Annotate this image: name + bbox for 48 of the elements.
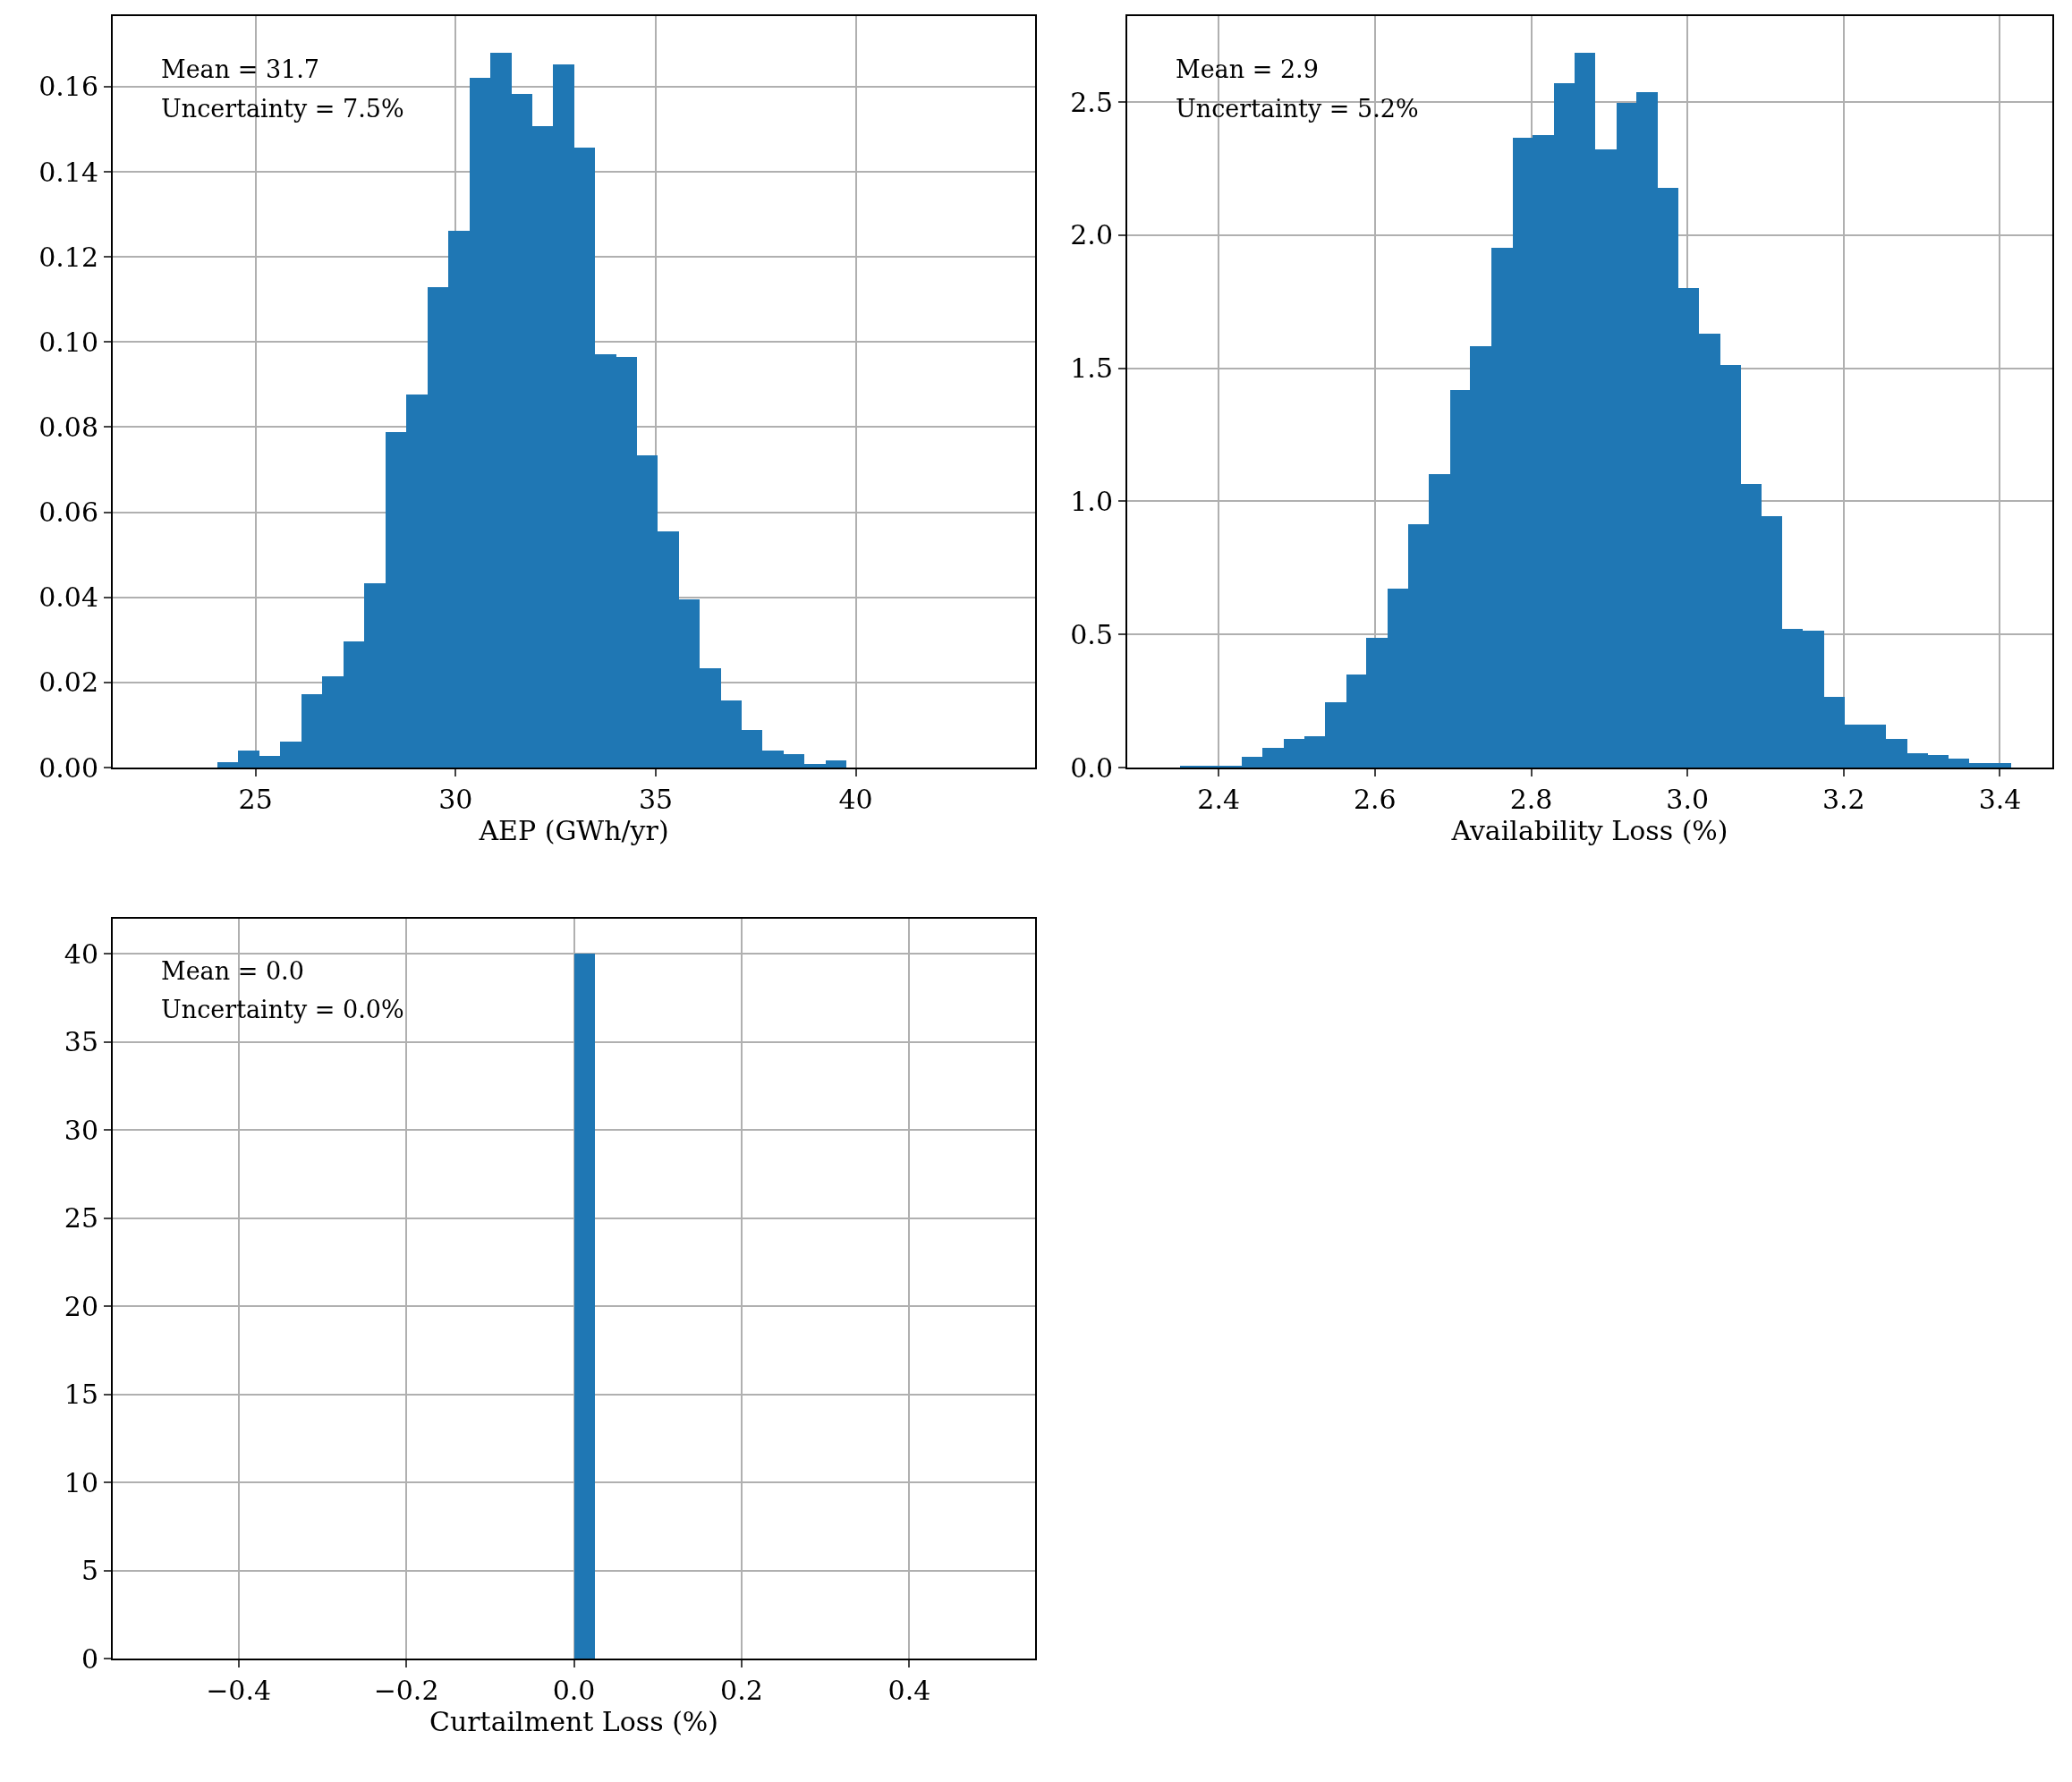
y-tick-label: 10	[64, 1466, 98, 1498]
y-tick-label: 25	[64, 1202, 98, 1235]
y-tick-label: 40	[64, 938, 98, 970]
annotation: Mean = 2.9	[1176, 55, 1319, 83]
x-tick-label: 0.2	[720, 1675, 763, 1706]
x-tick-label: −0.2	[373, 1675, 439, 1706]
x-tick-label: −0.4	[206, 1675, 272, 1706]
y-tick-label: 0.02	[38, 666, 98, 699]
y-tick-label: 35	[64, 1026, 98, 1058]
y-tick-label: 20	[64, 1290, 98, 1322]
y-tick-label: 0.16	[38, 71, 98, 103]
y-tick-label: 0.00	[38, 751, 98, 784]
y-tick-label: 0.0	[1070, 751, 1113, 784]
x-tick-label: 30	[438, 784, 473, 815]
x-axis-title: AEP (GWh/yr)	[478, 815, 669, 846]
x-tick-label: 3.2	[1821, 784, 1865, 815]
x-axis-title: Availability Loss (%)	[1450, 815, 1728, 846]
y-tick-label: 0.10	[38, 326, 98, 358]
y-tick-label: 0	[81, 1642, 98, 1675]
x-tick-label: 35	[638, 784, 674, 815]
annotation: Uncertainty = 0.0%	[161, 996, 404, 1023]
y-tick-label: 0.5	[1070, 618, 1113, 650]
y-tick-label: 30	[64, 1114, 98, 1146]
y-tick-label: 0.08	[38, 411, 98, 443]
x-tick-label: 0.0	[552, 1675, 596, 1706]
annotation: Mean = 31.7	[161, 55, 320, 83]
y-tick-label: 0.04	[38, 581, 98, 614]
x-axis-title: Curtailment Loss (%)	[429, 1706, 719, 1737]
y-tick-label: 0.12	[38, 241, 98, 273]
x-tick-label: 40	[838, 784, 873, 815]
y-tick-label: 5	[81, 1555, 98, 1587]
y-tick-label: 2.0	[1070, 219, 1113, 251]
annotation: Uncertainty = 5.2%	[1176, 95, 1419, 123]
x-tick-label: 3.4	[1978, 784, 2022, 815]
x-tick-label: 3.0	[1666, 784, 1710, 815]
y-tick-label: 0.14	[38, 156, 98, 188]
x-tick-label: 25	[238, 784, 273, 815]
y-tick-label: 1.5	[1070, 352, 1113, 385]
y-tick-label: 15	[64, 1379, 98, 1411]
x-tick-label: 0.4	[887, 1675, 931, 1706]
annotation: Uncertainty = 7.5%	[161, 95, 404, 123]
y-tick-label: 1.0	[1070, 485, 1113, 517]
annotation: Mean = 0.0	[161, 957, 304, 985]
y-tick-label: 2.5	[1070, 86, 1113, 118]
x-tick-label: 2.6	[1353, 784, 1397, 815]
y-tick-label: 0.06	[38, 496, 98, 529]
x-tick-label: 2.4	[1197, 784, 1241, 815]
x-tick-label: 2.8	[1509, 784, 1553, 815]
